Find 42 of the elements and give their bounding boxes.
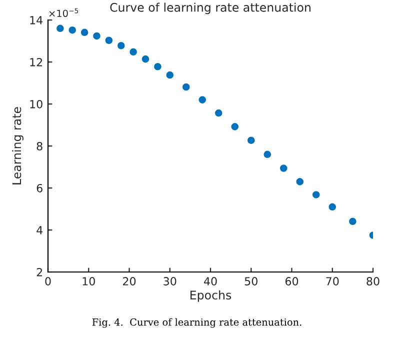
y-tick-label: 14 <box>30 16 43 24</box>
point <box>328 203 336 211</box>
y-tick-label: 6 <box>36 184 42 192</box>
point <box>231 123 239 130</box>
point <box>247 136 255 144</box>
chart-title: Curve of learning rate attenuation <box>110 2 310 14</box>
text: ×10$^{−5}$ <box>49 8 78 18</box>
x-tick-label: 10 <box>82 277 95 286</box>
y-tick-label: 12 <box>30 58 42 66</box>
x-tick-label: 60 <box>285 277 298 286</box>
y-tick-label: 8 <box>36 142 42 150</box>
x-axis-title: Epochs <box>190 290 232 302</box>
caption: Fig. 4. Curve of learning rate attenuation. <box>92 318 302 328</box>
point <box>312 191 320 198</box>
y-axis-title: Learning rate <box>12 107 24 184</box>
point <box>166 71 174 79</box>
point <box>264 150 272 158</box>
x-tick-label: 20 <box>122 277 136 286</box>
x-tick-label: 70 <box>326 277 339 286</box>
point <box>142 55 150 63</box>
point <box>154 62 162 70</box>
y-tick-label: 2 <box>36 268 42 276</box>
point <box>80 28 88 36</box>
point <box>56 24 64 32</box>
x-tick-label: 80 <box>366 277 380 286</box>
point <box>105 36 113 44</box>
y-tick-label: 4 <box>36 226 43 234</box>
point <box>117 42 125 50</box>
x-tick-label: 40 <box>204 277 217 286</box>
point <box>182 83 190 91</box>
point <box>349 218 356 226</box>
point <box>214 109 222 117</box>
point <box>93 32 100 40</box>
x-tick-label: 30 <box>164 277 176 286</box>
point <box>130 48 137 56</box>
x-tick-label: 0 <box>45 277 51 286</box>
point <box>68 26 76 34</box>
x-tick-label: 50 <box>244 277 258 286</box>
point <box>296 178 304 186</box>
y-tick-label: 10 <box>30 100 42 108</box>
point <box>198 96 206 104</box>
point <box>280 164 288 172</box>
